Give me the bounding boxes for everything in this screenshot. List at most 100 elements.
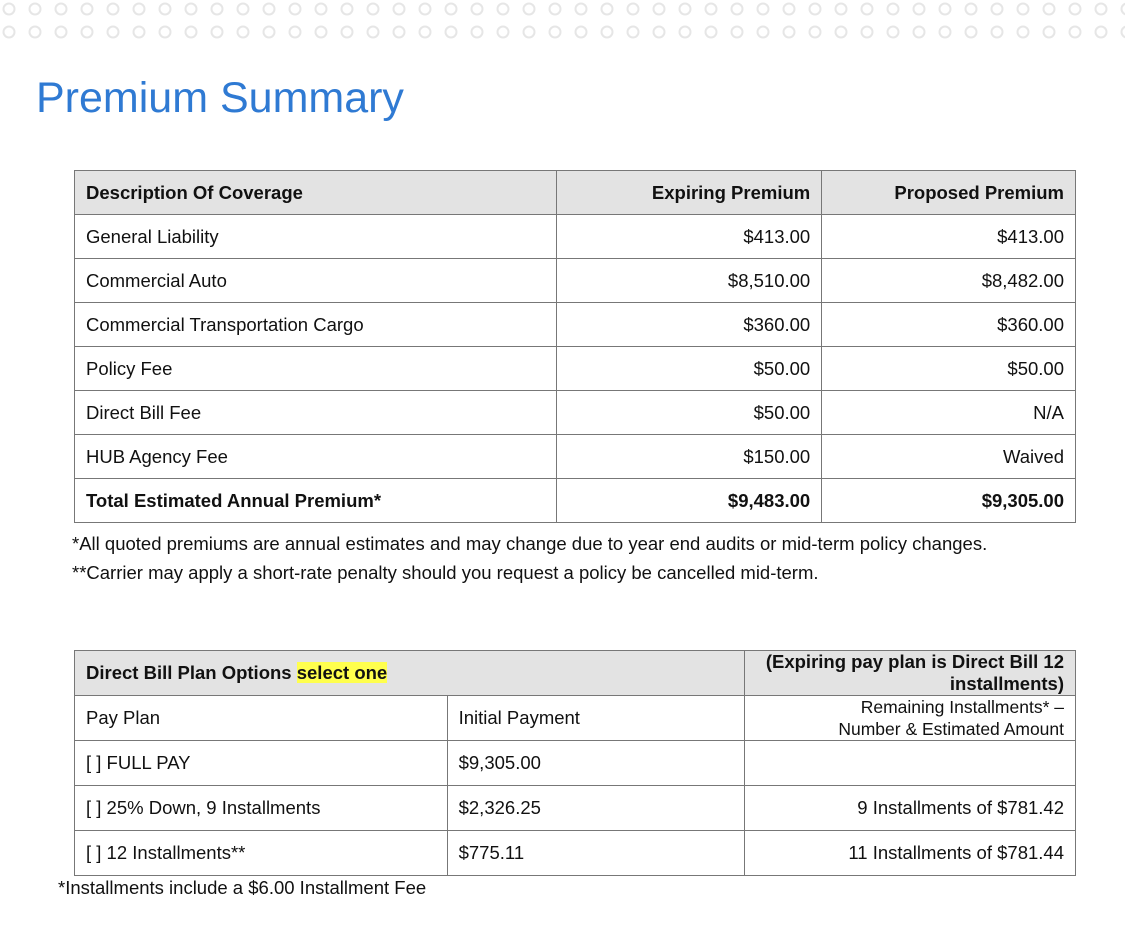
table-cell: $8,510.00 bbox=[556, 258, 823, 303]
dot bbox=[574, 25, 588, 39]
table-cell: $413.00 bbox=[821, 214, 1076, 259]
pay-plan-option-row[interactable]: [ ] 12 Installments** $775.11 11 Installme… bbox=[74, 830, 1076, 876]
dot bbox=[808, 2, 822, 16]
dot bbox=[886, 25, 900, 39]
dot bbox=[808, 25, 822, 39]
table-cell: $360.00 bbox=[556, 302, 823, 347]
table-cell: General Liability bbox=[73, 214, 558, 259]
table-row: Commercial Auto $8,510.00 $8,482.00 bbox=[73, 258, 1076, 303]
table-cell[interactable]: [ ] 25% Down, 9 Installments bbox=[74, 785, 448, 831]
table-cell: Direct Bill Fee bbox=[73, 390, 558, 435]
dot bbox=[132, 25, 146, 39]
dot bbox=[158, 2, 172, 16]
footnote: **Carrier may apply a short-rate penalty… bbox=[72, 562, 819, 583]
pay-plan-option-row[interactable]: [ ] FULL PAY $9,305.00 bbox=[74, 740, 1076, 786]
dot bbox=[340, 25, 354, 39]
total-row: Total Estimated Annual Premium* $9,483.0… bbox=[73, 478, 1076, 523]
header-label: Direct Bill Plan Options bbox=[86, 662, 292, 683]
dot bbox=[1120, 2, 1125, 16]
dot bbox=[548, 25, 562, 39]
total-proposed: $9,305.00 bbox=[821, 478, 1076, 523]
dot bbox=[262, 25, 276, 39]
table-cell: $150.00 bbox=[556, 434, 823, 479]
dot bbox=[1042, 2, 1056, 16]
table-cell: $360.00 bbox=[821, 302, 1076, 347]
dot bbox=[964, 25, 978, 39]
header-cell: Expiring Premium bbox=[556, 170, 823, 215]
table-row: General Liability $413.00 $413.00 bbox=[73, 214, 1076, 259]
column-label: Initial Payment bbox=[446, 695, 746, 741]
dot bbox=[1068, 25, 1082, 39]
dot bbox=[236, 25, 250, 39]
dot bbox=[314, 2, 328, 16]
table-cell: $8,482.00 bbox=[821, 258, 1076, 303]
dot bbox=[834, 25, 848, 39]
table-row: HUB Agency Fee $150.00 Waived bbox=[73, 434, 1076, 479]
dot bbox=[834, 2, 848, 16]
dot bbox=[210, 2, 224, 16]
pay-plan-option-row[interactable]: [ ] 25% Down, 9 Installments $2,326.25 9 I… bbox=[74, 785, 1076, 831]
dot bbox=[132, 2, 146, 16]
dot bbox=[184, 2, 198, 16]
table-cell: $50.00 bbox=[821, 346, 1076, 391]
dot bbox=[626, 25, 640, 39]
dot bbox=[990, 2, 1004, 16]
dot bbox=[2, 2, 16, 16]
dot bbox=[938, 2, 952, 16]
dot bbox=[730, 25, 744, 39]
table-cell: $50.00 bbox=[556, 346, 823, 391]
dot bbox=[80, 2, 94, 16]
dot bbox=[574, 2, 588, 16]
table-cell bbox=[744, 740, 1076, 786]
table-cell: $2,326.25 bbox=[446, 785, 746, 831]
table-cell: $775.11 bbox=[446, 830, 746, 876]
table-row: Commercial Transportation Cargo $360.00 $3… bbox=[73, 302, 1076, 347]
header-cell: Description Of Coverage bbox=[73, 170, 558, 215]
table-cell: $9,305.00 bbox=[446, 740, 746, 786]
table-row: Direct Bill Fee $50.00 N/A bbox=[73, 390, 1076, 435]
total-label: Total Estimated Annual Premium* bbox=[73, 478, 558, 523]
dot bbox=[626, 2, 640, 16]
header-cell: Proposed Premium bbox=[821, 170, 1076, 215]
dot bbox=[496, 25, 510, 39]
highlighted-text: select one bbox=[296, 662, 388, 683]
dot bbox=[80, 25, 94, 39]
table-header-row: Description Of Coverage Expiring Premium… bbox=[73, 170, 1076, 215]
table-cell: $413.00 bbox=[556, 214, 823, 259]
dot bbox=[106, 25, 120, 39]
column-label-line: Remaining Installments* – bbox=[860, 697, 1064, 717]
dot bbox=[366, 2, 380, 16]
table-row: Policy Fee $50.00 $50.00 bbox=[73, 346, 1076, 391]
table-cell[interactable]: [ ] 12 Installments** bbox=[74, 830, 448, 876]
dot bbox=[28, 25, 42, 39]
dot bbox=[912, 25, 926, 39]
dot bbox=[444, 25, 458, 39]
table-cell: Waived bbox=[821, 434, 1076, 479]
dot bbox=[54, 2, 68, 16]
dot bbox=[522, 2, 536, 16]
dot bbox=[236, 2, 250, 16]
column-label-line: Number & Estimated Amount bbox=[838, 719, 1064, 739]
dot bbox=[938, 25, 952, 39]
table-cell[interactable]: [ ] FULL PAY bbox=[74, 740, 448, 786]
dot bbox=[366, 25, 380, 39]
header-cell: (Expiring pay plan is Direct Bill 12 ins… bbox=[744, 650, 1076, 696]
dot bbox=[886, 2, 900, 16]
column-row: Pay Plan Initial Payment Remaining Insta… bbox=[74, 695, 1076, 741]
dot bbox=[54, 25, 68, 39]
table-cell: 11 Installments of $781.44 bbox=[744, 830, 1076, 876]
dot bbox=[860, 25, 874, 39]
column-label: Remaining Installments* – Number & Estima… bbox=[744, 695, 1076, 741]
table-header-row: Direct Bill Plan Options select one (Exp… bbox=[73, 650, 1076, 696]
dot bbox=[1094, 2, 1108, 16]
dot bbox=[2, 25, 16, 39]
dot bbox=[704, 25, 718, 39]
dot bbox=[314, 25, 328, 39]
table-cell: Commercial Auto bbox=[73, 258, 558, 303]
dot bbox=[548, 2, 562, 16]
dot bbox=[600, 2, 614, 16]
dot bbox=[964, 2, 978, 16]
dot bbox=[782, 2, 796, 16]
dot bbox=[782, 25, 796, 39]
dot bbox=[1016, 25, 1030, 39]
